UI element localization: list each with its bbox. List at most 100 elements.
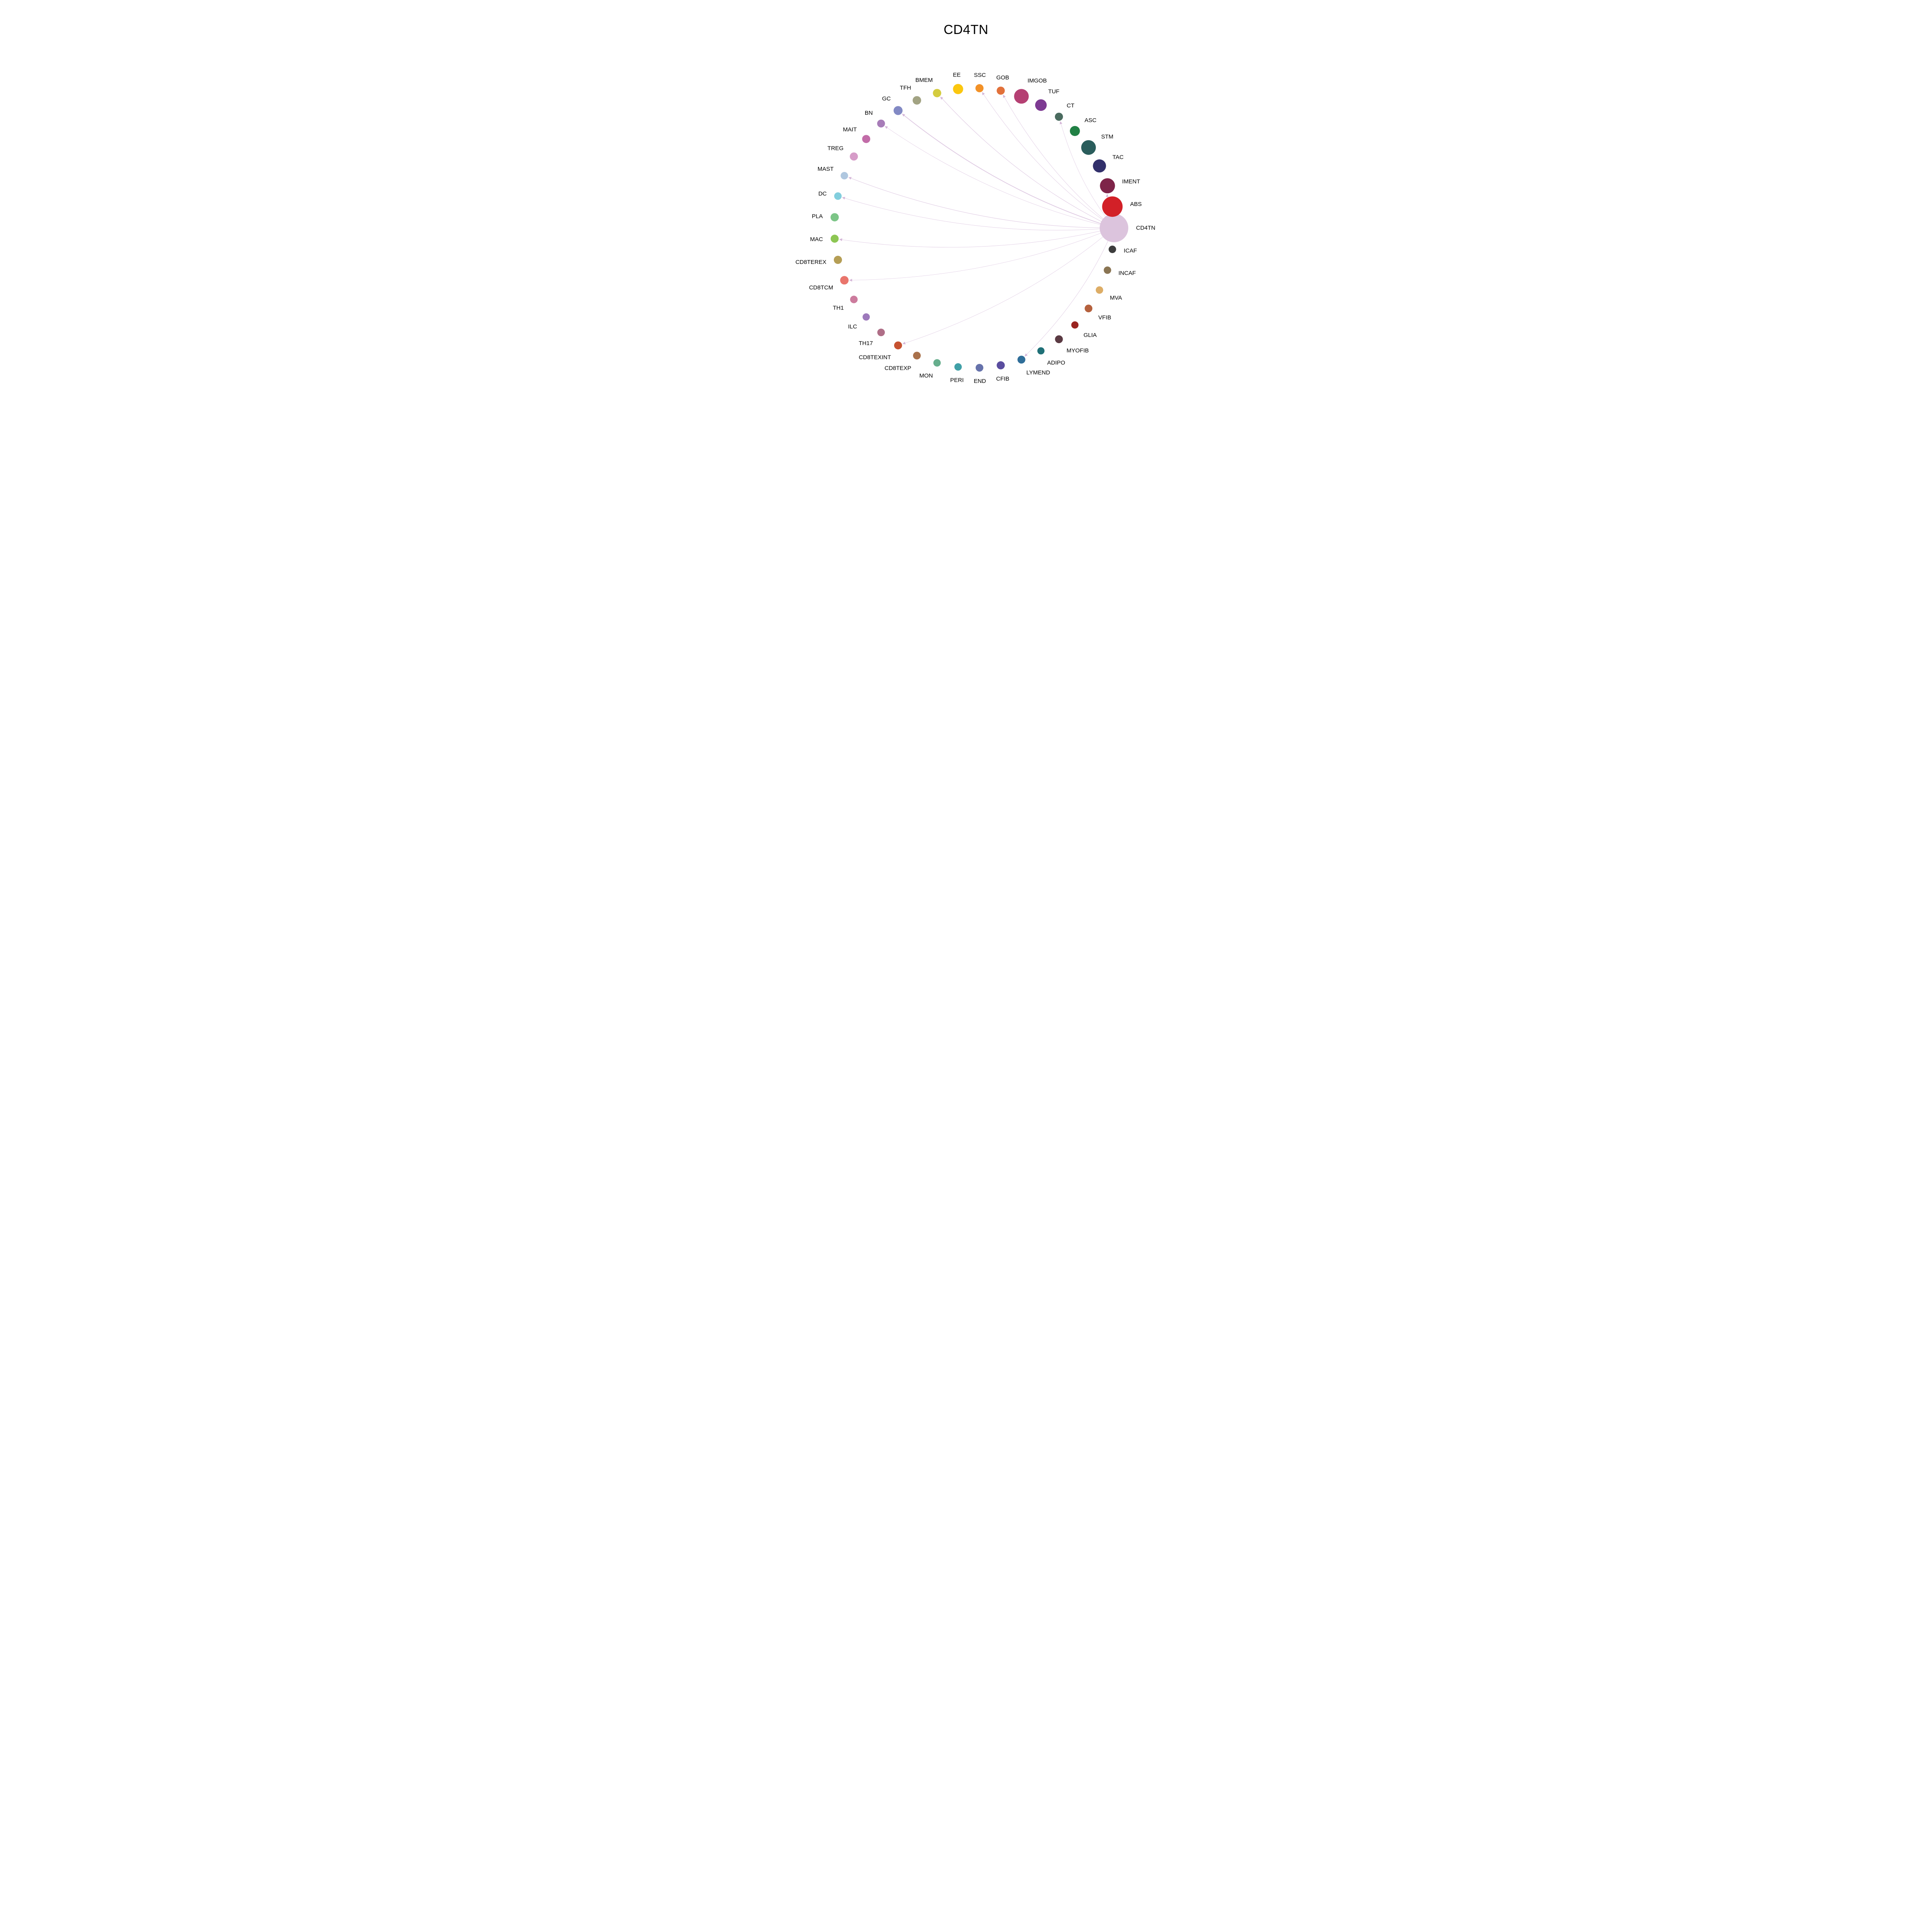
node-MVA [1095,286,1103,294]
node-label-CD8TCM: CD8TCM [809,284,833,291]
node-label-TH1: TH1 [833,305,844,311]
arrowhead-MAC-icon [839,238,842,241]
node-PLA [830,213,839,221]
node-label-GLIA: GLIA [1083,332,1097,338]
node-label-MAIT: MAIT [843,126,857,133]
node-PERI [954,363,962,371]
node-label-EE: EE [953,71,961,78]
node-EE [953,84,963,94]
node-label-SSC: SSC [974,72,986,78]
node-label-GC: GC [882,95,891,102]
node-label-STM: STM [1101,134,1114,140]
node-TREG [850,152,858,161]
node-ABS [1102,196,1123,217]
node-CD4TN [1100,214,1128,242]
node-MAC [830,235,839,243]
node-ICAF [1109,245,1116,253]
node-STM [1081,140,1096,155]
node-TH1 [850,296,858,303]
arrowhead-GC-icon [902,114,905,117]
edge-CD4TN-to-GOB [1003,96,1104,219]
nodes-layer [830,84,1128,372]
edge-CD4TN-to-CD8TEXINT [904,236,1103,344]
node-INCAF [1104,266,1111,274]
node-TUF [1035,99,1047,111]
arrowhead-DC-icon [842,197,845,200]
node-MYOFIB [1055,335,1063,344]
edge-CD4TN-to-CD8TCM [851,233,1101,281]
node-label-TREG: TREG [827,145,844,152]
node-label-ABS: ABS [1130,201,1142,207]
node-GLIA [1071,321,1079,329]
node-label-CD8TEXP: CD8TEXP [884,365,911,372]
arrowhead-BMEM-icon [940,97,944,100]
node-label-IMENT: IMENT [1122,179,1140,185]
node-label-MAC: MAC [810,236,823,243]
node-GOB [997,87,1005,95]
node-TH17 [877,328,885,337]
node-MAST [840,172,848,180]
edge-CD4TN-to-DC [844,197,1100,231]
arrowhead-CD8TCM-icon [849,279,852,282]
node-label-IMGOB: IMGOB [1027,77,1047,84]
node-label-MAST: MAST [818,166,834,172]
node-GC [893,106,903,115]
arrowhead-CD8TEXINT-icon [902,342,906,345]
node-label-DC: DC [818,190,827,197]
node-label-END: END [974,378,986,384]
node-SSC [975,84,984,92]
edge-CD4TN-to-MAC [841,231,1100,248]
arrowhead-IMENT-icon [1105,194,1109,197]
node-label-BN: BN [865,110,873,116]
node-label-ILC: ILC [848,323,857,330]
arrowhead-CT-icon [1060,121,1063,124]
circle-plot-figure: CD4TN CD4TN ABS IMENT TAC STM ASC CT TUF IMGOB GO… [734,0,1198,464]
node-TAC [1093,159,1106,173]
node-ADIPO [1037,347,1045,355]
arrowhead-GOB-icon [1003,95,1006,98]
node-label-PERI: PERI [950,377,964,383]
node-CD8TCM [840,276,849,285]
node-label-TFH: TFH [900,85,911,91]
node-BMEM [933,89,941,97]
node-label-CT: CT [1067,102,1075,109]
node-ILC [862,313,870,321]
node-LYMEND [1017,355,1026,364]
node-label-TAC: TAC [1112,154,1124,161]
edge-CD4TN-to-MAST [850,177,1100,228]
node-CD8TEXINT [894,341,902,350]
node-label-BMEM: BMEM [915,77,933,83]
edge-CD4TN-to-SSC [983,94,1103,220]
node-CD8TEXP [913,352,921,360]
node-IMGOB [1014,89,1029,104]
edge-CD4TN-to-BMEM [941,98,1102,222]
node-label-PLA: PLA [812,213,823,220]
node-label-ICAF: ICAF [1124,248,1137,254]
arrowhead-BN-icon [884,126,888,129]
node-MAIT [862,135,871,143]
node-label-MYOFIB: MYOFIB [1066,347,1089,354]
node-label-VFIB: VFIB [1098,315,1111,321]
edge-CD4TN-to-CT [1060,123,1106,217]
arrowhead-LYMEND-icon [1024,353,1028,357]
node-MON [933,359,941,367]
node-CT [1055,112,1063,121]
node-label-CFIB: CFIB [996,376,1009,382]
edges-layer [839,92,1110,357]
arrowhead-SSC-icon [982,92,985,95]
node-DC [834,192,842,200]
node-label-MVA: MVA [1110,294,1122,301]
node-IMENT [1100,178,1115,194]
node-label-CD8TEREX: CD8TEREX [796,259,827,265]
plot-title: CD4TN [944,22,988,37]
node-label-LYMEND: LYMEND [1026,369,1050,376]
node-label-ADIPO: ADIPO [1047,360,1065,366]
node-END [975,364,983,372]
node-ASC [1070,126,1080,136]
node-CFIB [997,361,1005,369]
node-CD8TEREX [833,255,842,264]
edge-CD4TN-to-GC [903,114,1101,224]
edge-CD4TN-to-BN [886,127,1100,225]
